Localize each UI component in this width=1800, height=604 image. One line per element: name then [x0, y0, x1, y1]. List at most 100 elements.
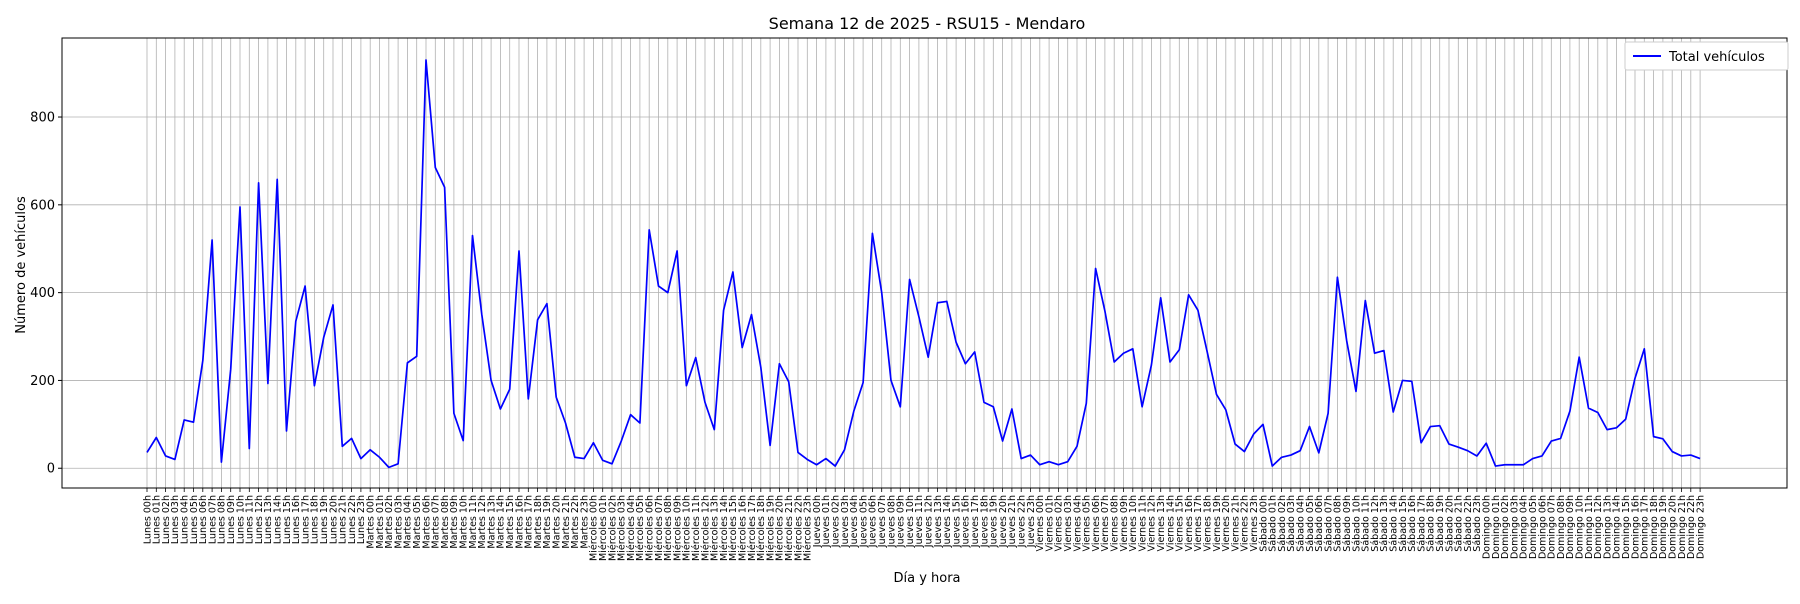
x-tick-label: Domingo 20h — [1668, 495, 1679, 559]
x-tick-label: Martes 13h — [486, 495, 497, 549]
x-tick-label: Domingo 04h — [1519, 495, 1530, 559]
x-tick-label: Lunes 20h — [328, 495, 339, 544]
x-tick-label: Domingo 22h — [1686, 495, 1697, 559]
x-tick-label: Jueves 15h — [951, 495, 962, 548]
x-tick-label: Jueves 09h — [896, 495, 907, 548]
x-tick-label: Domingo 06h — [1537, 495, 1548, 559]
x-tick-label: Jueves 06h — [868, 495, 879, 548]
x-tick-label: Sábado 18h — [1426, 495, 1437, 552]
x-tick-label: Martes 04h — [403, 495, 414, 549]
x-tick-label: Lunes 10h — [235, 495, 246, 544]
x-tick-label: Miércoles 15h — [728, 495, 739, 561]
x-tick-label: Domingo 15h — [1621, 495, 1632, 559]
x-tick-label: Miércoles 19h — [765, 495, 776, 561]
x-tick-label: Domingo 16h — [1630, 495, 1641, 559]
x-tick-label: Sábado 08h — [1333, 495, 1344, 552]
x-tick-label: Sábado 14h — [1389, 495, 1400, 552]
x-tick-label: Viernes 09h — [1119, 495, 1130, 551]
x-tick-label: Domingo 03h — [1509, 495, 1520, 559]
legend-box — [1624, 41, 1789, 71]
x-tick-label: Sábado 02h — [1277, 495, 1288, 552]
x-tick-label: Lunes 15h — [282, 495, 293, 544]
y-tick-label: 200 — [30, 374, 55, 389]
x-tick-label: Sábado 11h — [1361, 495, 1372, 552]
x-tick-label: Sábado 10h — [1351, 495, 1362, 552]
x-tick-label: Sábado 21h — [1454, 495, 1465, 552]
x-tick-label: Jueves 05h — [858, 495, 869, 548]
x-tick-label: Miércoles 23h — [803, 495, 814, 561]
x-tick-label: Sábado 03h — [1286, 495, 1297, 552]
x-tick-label: Sábado 00h — [1258, 495, 1269, 552]
x-tick-label: Miércoles 03h — [617, 495, 628, 561]
x-tick-label: Martes 01h — [375, 495, 386, 549]
x-tick-label: Lunes 12h — [254, 495, 265, 544]
x-tick-label: Lunes 16h — [291, 495, 302, 544]
x-tick-label: Lunes 14h — [273, 495, 284, 544]
x-tick-label: Viernes 14h — [1165, 495, 1176, 551]
x-tick-label: Lunes 21h — [338, 495, 349, 544]
x-tick-label: Viernes 17h — [1193, 495, 1204, 551]
x-tick-label: Sábado 13h — [1379, 495, 1390, 552]
x-tick-label: Martes 07h — [431, 495, 442, 549]
x-tick-label: Viernes 03h — [1063, 495, 1074, 551]
x-tick-label: Miércoles 16h — [738, 495, 749, 561]
x-tick-label: Lunes 22h — [347, 495, 358, 544]
x-tick-label: Domingo 08h — [1556, 495, 1567, 559]
x-tick-label: Sábado 12h — [1370, 495, 1381, 552]
chart-title: Semana 12 de 2025 - RSU15 - Mendaro — [769, 14, 1086, 33]
x-tick-label: Domingo 10h — [1575, 495, 1586, 559]
x-tick-label: Viernes 11h — [1137, 495, 1148, 551]
x-tick-label: Viernes 12h — [1147, 495, 1158, 551]
x-tick-label: Jueves 17h — [970, 495, 981, 548]
x-tick-label: Miércoles 22h — [793, 495, 804, 561]
series-layer — [146, 59, 1701, 469]
x-tick-label: Lunes 17h — [300, 495, 311, 544]
legend: Total vehículos — [1624, 41, 1789, 71]
x-tick-label: Lunes 08h — [217, 495, 228, 544]
y-tick-label: 0 — [47, 462, 55, 477]
x-tick-label: Lunes 23h — [356, 495, 367, 544]
x-tick-label: Jueves 10h — [905, 495, 916, 548]
x-tick-label: Jueves 18h — [979, 495, 990, 548]
x-tick-label: Miércoles 07h — [654, 495, 665, 561]
x-tick-label: Martes 09h — [449, 495, 460, 549]
x-tick-label: Martes 11h — [468, 495, 479, 549]
x-tick-label: Martes 05h — [412, 495, 423, 549]
x-tick-label: Lunes 02h — [161, 495, 172, 544]
x-tick-label: Viernes 02h — [1054, 495, 1065, 551]
y-axis-label: Número de vehículos — [14, 196, 29, 334]
x-tick-label: Miércoles 17h — [747, 495, 758, 561]
x-tick-label: Viernes 08h — [1110, 495, 1121, 551]
x-tick-label: Jueves 07h — [877, 495, 888, 548]
x-tick-label: Miércoles 20h — [775, 495, 786, 561]
x-tick-label: Domingo 19h — [1658, 495, 1669, 559]
x-tick-label: Sábado 05h — [1305, 495, 1316, 552]
x-tick-label: Miércoles 02h — [607, 495, 618, 561]
x-tick-label: Martes 00h — [366, 495, 377, 549]
x-tick-label: Jueves 19h — [989, 495, 1000, 548]
x-tick-label: Miércoles 11h — [691, 495, 702, 561]
x-tick-label: Martes 16h — [514, 495, 525, 549]
x-tick-label: Martes 02h — [384, 495, 395, 549]
grid-lines — [62, 38, 1787, 488]
x-tick-label: Sábado 06h — [1314, 495, 1325, 552]
x-tick-label: Sábado 07h — [1323, 495, 1334, 552]
x-tick-label: Viernes 05h — [1082, 495, 1093, 551]
x-tick-label: Martes 21h — [561, 495, 572, 549]
x-tick-label: Lunes 01h — [152, 495, 163, 544]
x-tick-label: Jueves 12h — [924, 495, 935, 548]
x-tick-label: Domingo 17h — [1640, 495, 1651, 559]
x-tick-label: Miércoles 09h — [672, 495, 683, 561]
x-tick-label: Domingo 18h — [1649, 495, 1660, 559]
x-tick-label: Lunes 04h — [180, 495, 191, 544]
plot-frame — [61, 37, 1788, 489]
x-tick-label: Viernes 04h — [1072, 495, 1083, 551]
x-tick-label: Martes 20h — [552, 495, 563, 549]
x-tick-label: Martes 06h — [421, 495, 432, 549]
x-tick-label: Lunes 07h — [207, 495, 218, 544]
x-tick-label: Domingo 23h — [1695, 495, 1706, 559]
y-tick-label: 600 — [30, 198, 55, 213]
y-tick-label: 800 — [30, 111, 55, 126]
